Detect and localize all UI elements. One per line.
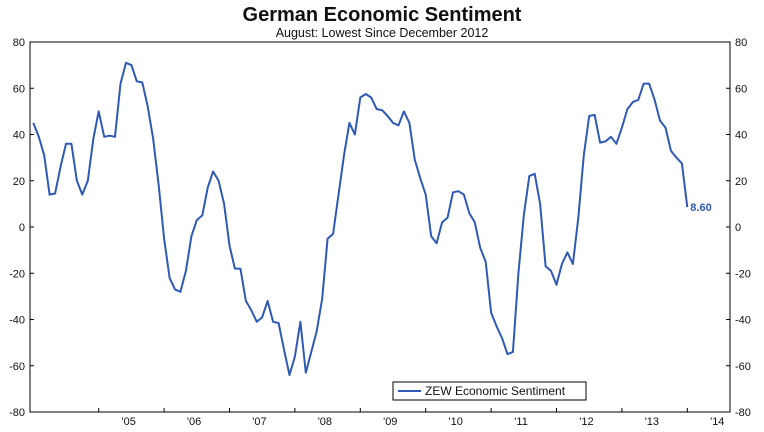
y-tick-label-left: 60 (13, 83, 25, 95)
x-tick-label: '09 (383, 416, 397, 428)
legend-label: ZEW Economic Sentiment (425, 384, 566, 398)
y-tick-label-left: -80 (9, 407, 25, 419)
y-tick-label-left: -20 (9, 268, 25, 280)
x-tick-label: '12 (579, 416, 593, 428)
x-tick-label: '05 (122, 416, 136, 428)
y-tick-label-left: 40 (13, 130, 25, 142)
plot-frame (29, 41, 731, 413)
x-tick-label: '11 (514, 416, 528, 428)
x-tick-label: '08 (318, 416, 332, 428)
y-tick-label-left: 0 (19, 222, 25, 234)
chart-subtitle: August: Lowest Since December 2012 (275, 26, 489, 40)
chart-title: German Economic Sentiment (242, 4, 522, 26)
x-tick-label: '07 (252, 416, 266, 428)
y-tick-label-left: -60 (9, 361, 25, 373)
end-value-label: 8.60 (690, 202, 711, 214)
y-tick-label-right: -40 (735, 315, 751, 327)
y-tick-label-left: 80 (13, 37, 25, 49)
y-tick-label-right: 0 (735, 222, 741, 234)
legend-box (392, 381, 587, 401)
y-tick-label-right: -60 (735, 361, 751, 373)
y-tick-label-right: 40 (735, 130, 747, 142)
y-tick-label-right: 20 (735, 176, 747, 188)
x-tick-label: '13 (645, 416, 659, 428)
x-tick-label: '14 (710, 416, 724, 428)
y-tick-label-right: 60 (735, 83, 747, 95)
x-tick-label: '06 (187, 416, 201, 428)
y-tick-label-right: -80 (735, 407, 751, 419)
y-tick-label-left: 20 (13, 176, 25, 188)
x-tick-label: '10 (449, 416, 463, 428)
y-tick-label-left: -40 (9, 315, 25, 327)
y-tick-label-right: 80 (735, 37, 747, 49)
series-line (32, 61, 689, 376)
y-tick-label-right: -20 (735, 268, 751, 280)
